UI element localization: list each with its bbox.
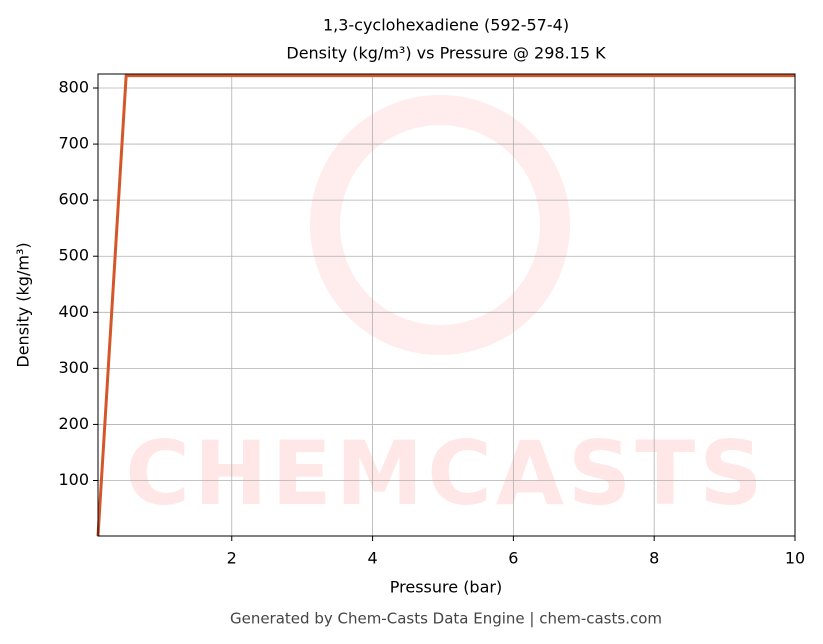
y-tick-label: 700 [58,134,89,153]
x-tick-label: 6 [508,549,518,568]
x-tick-label: 4 [367,549,377,568]
x-axis-label: Pressure (bar) [390,578,502,597]
watermark-logo [310,95,570,355]
y-tick-label: 300 [58,358,89,377]
plot-frame [97,73,796,537]
y-tick-label: 400 [58,302,89,321]
x-tick-label: 10 [785,549,805,568]
chart-title: 1,3-cyclohexadiene (592-57-4) [323,16,569,35]
y-tick-label: 100 [58,470,89,489]
y-tick-label: 500 [58,246,89,265]
y-axis-label: Density (kg/m³) [14,242,33,367]
x-tick-label: 8 [649,549,659,568]
data-line [96,74,795,537]
caption: Generated by Chem-Casts Data Engine | ch… [230,610,662,628]
y-tick-label: 800 [58,78,89,97]
x-tick-label: 2 [227,549,237,568]
y-tick-label: 200 [58,414,89,433]
watermark: CHEMCASTS [125,422,766,525]
chart-subtitle: Density (kg/m³) vs Pressure @ 298.15 K [286,44,606,63]
y-tick-label: 600 [58,190,89,209]
